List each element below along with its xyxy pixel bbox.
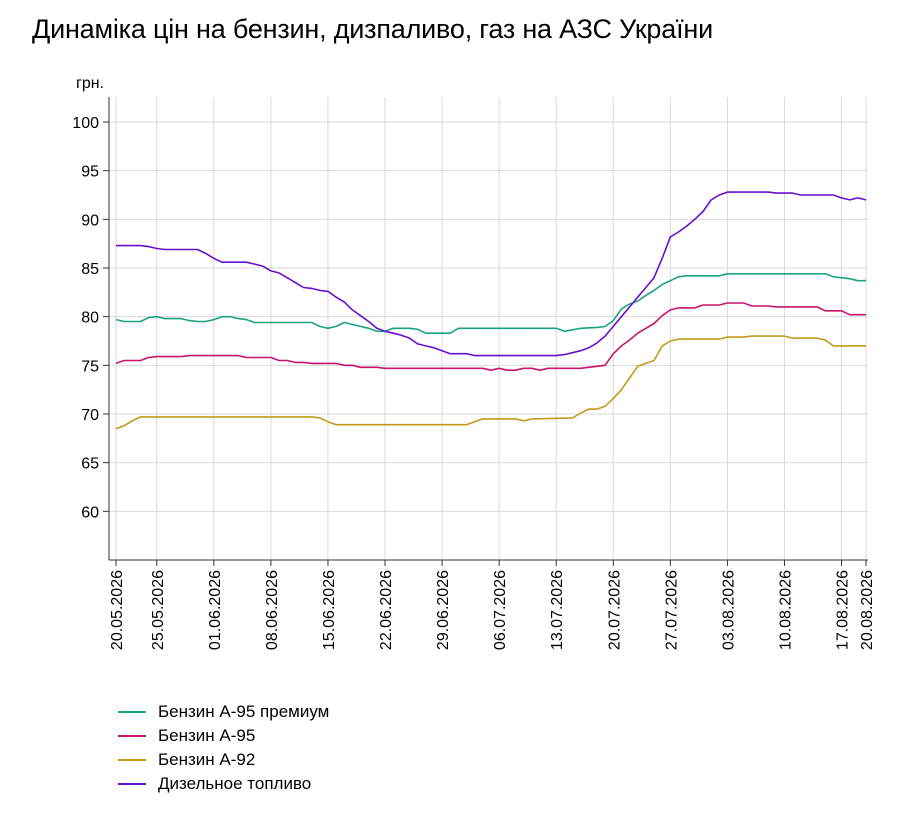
x-tick-label: 20.05.2026 bbox=[109, 570, 126, 650]
x-tick-label: 20.08.2026 bbox=[859, 570, 876, 650]
y-tick-label: 70 bbox=[81, 407, 99, 424]
legend-label: Бензин А-92 bbox=[158, 750, 256, 769]
x-tick-label: 10.08.2026 bbox=[777, 570, 794, 650]
y-tick-label: 80 bbox=[81, 310, 99, 327]
legend-item: Бензин А-95 премиум bbox=[118, 700, 329, 724]
x-tick-label: 08.06.2026 bbox=[264, 570, 281, 650]
series-lines bbox=[115, 191, 867, 430]
legend-label: Бензин А-95 bbox=[158, 726, 256, 745]
y-tick-label: 60 bbox=[81, 504, 99, 521]
legend-label: Дизельное топливо bbox=[158, 774, 312, 793]
x-tick-label: 22.06.2026 bbox=[378, 570, 395, 650]
x-tick-label: 29.06.2026 bbox=[435, 570, 452, 650]
legend-item: Бензин А-92 bbox=[118, 748, 329, 772]
y-axis-label: грн. bbox=[76, 75, 104, 92]
legend-label: Бензин А-95 премиум bbox=[158, 702, 330, 721]
x-tick-label: 27.07.2026 bbox=[663, 570, 680, 650]
chart-title: Динаміка цін на бензин, дизпаливо, газ н… bbox=[32, 14, 713, 44]
series-line-2 bbox=[115, 302, 866, 371]
y-tick-label: 95 bbox=[81, 164, 99, 181]
legend-swatch bbox=[118, 759, 146, 761]
legend-swatch bbox=[118, 735, 146, 737]
legend-item: Дизельное топливо bbox=[118, 772, 329, 796]
series-line-4 bbox=[116, 191, 867, 357]
y-tick-label: 85 bbox=[81, 261, 99, 278]
x-tick-label: 01.06.2026 bbox=[207, 570, 224, 650]
y-tick-label: 75 bbox=[81, 358, 99, 375]
legend-swatch bbox=[118, 783, 146, 785]
x-tick-label: 15.06.2026 bbox=[321, 570, 338, 650]
series-line-1 bbox=[115, 273, 866, 334]
series-line-3 bbox=[115, 335, 866, 430]
x-tick-label: 06.07.2026 bbox=[492, 570, 509, 650]
x-tick-label: 20.07.2026 bbox=[606, 570, 623, 650]
legend-item: Бензин А-95 bbox=[118, 724, 329, 748]
axes: 60 65 70 75 80 85 90 95 100 20.05.2026 25.05.2026 0… bbox=[72, 97, 876, 650]
legend-swatch bbox=[118, 711, 146, 713]
y-tick-label: 90 bbox=[81, 212, 99, 229]
x-tick-label: 13.07.2026 bbox=[549, 570, 566, 650]
y-tick-label: 100 bbox=[72, 115, 99, 132]
y-tick-label: 65 bbox=[81, 456, 99, 473]
legend: Бензин А-95 премиум Бензин А-95 Бензин А-9… bbox=[118, 700, 329, 796]
x-tick-label: 25.05.2026 bbox=[150, 570, 167, 650]
x-tick-label: 17.08.2026 bbox=[835, 570, 852, 650]
x-tick-label: 03.08.2026 bbox=[720, 570, 737, 650]
